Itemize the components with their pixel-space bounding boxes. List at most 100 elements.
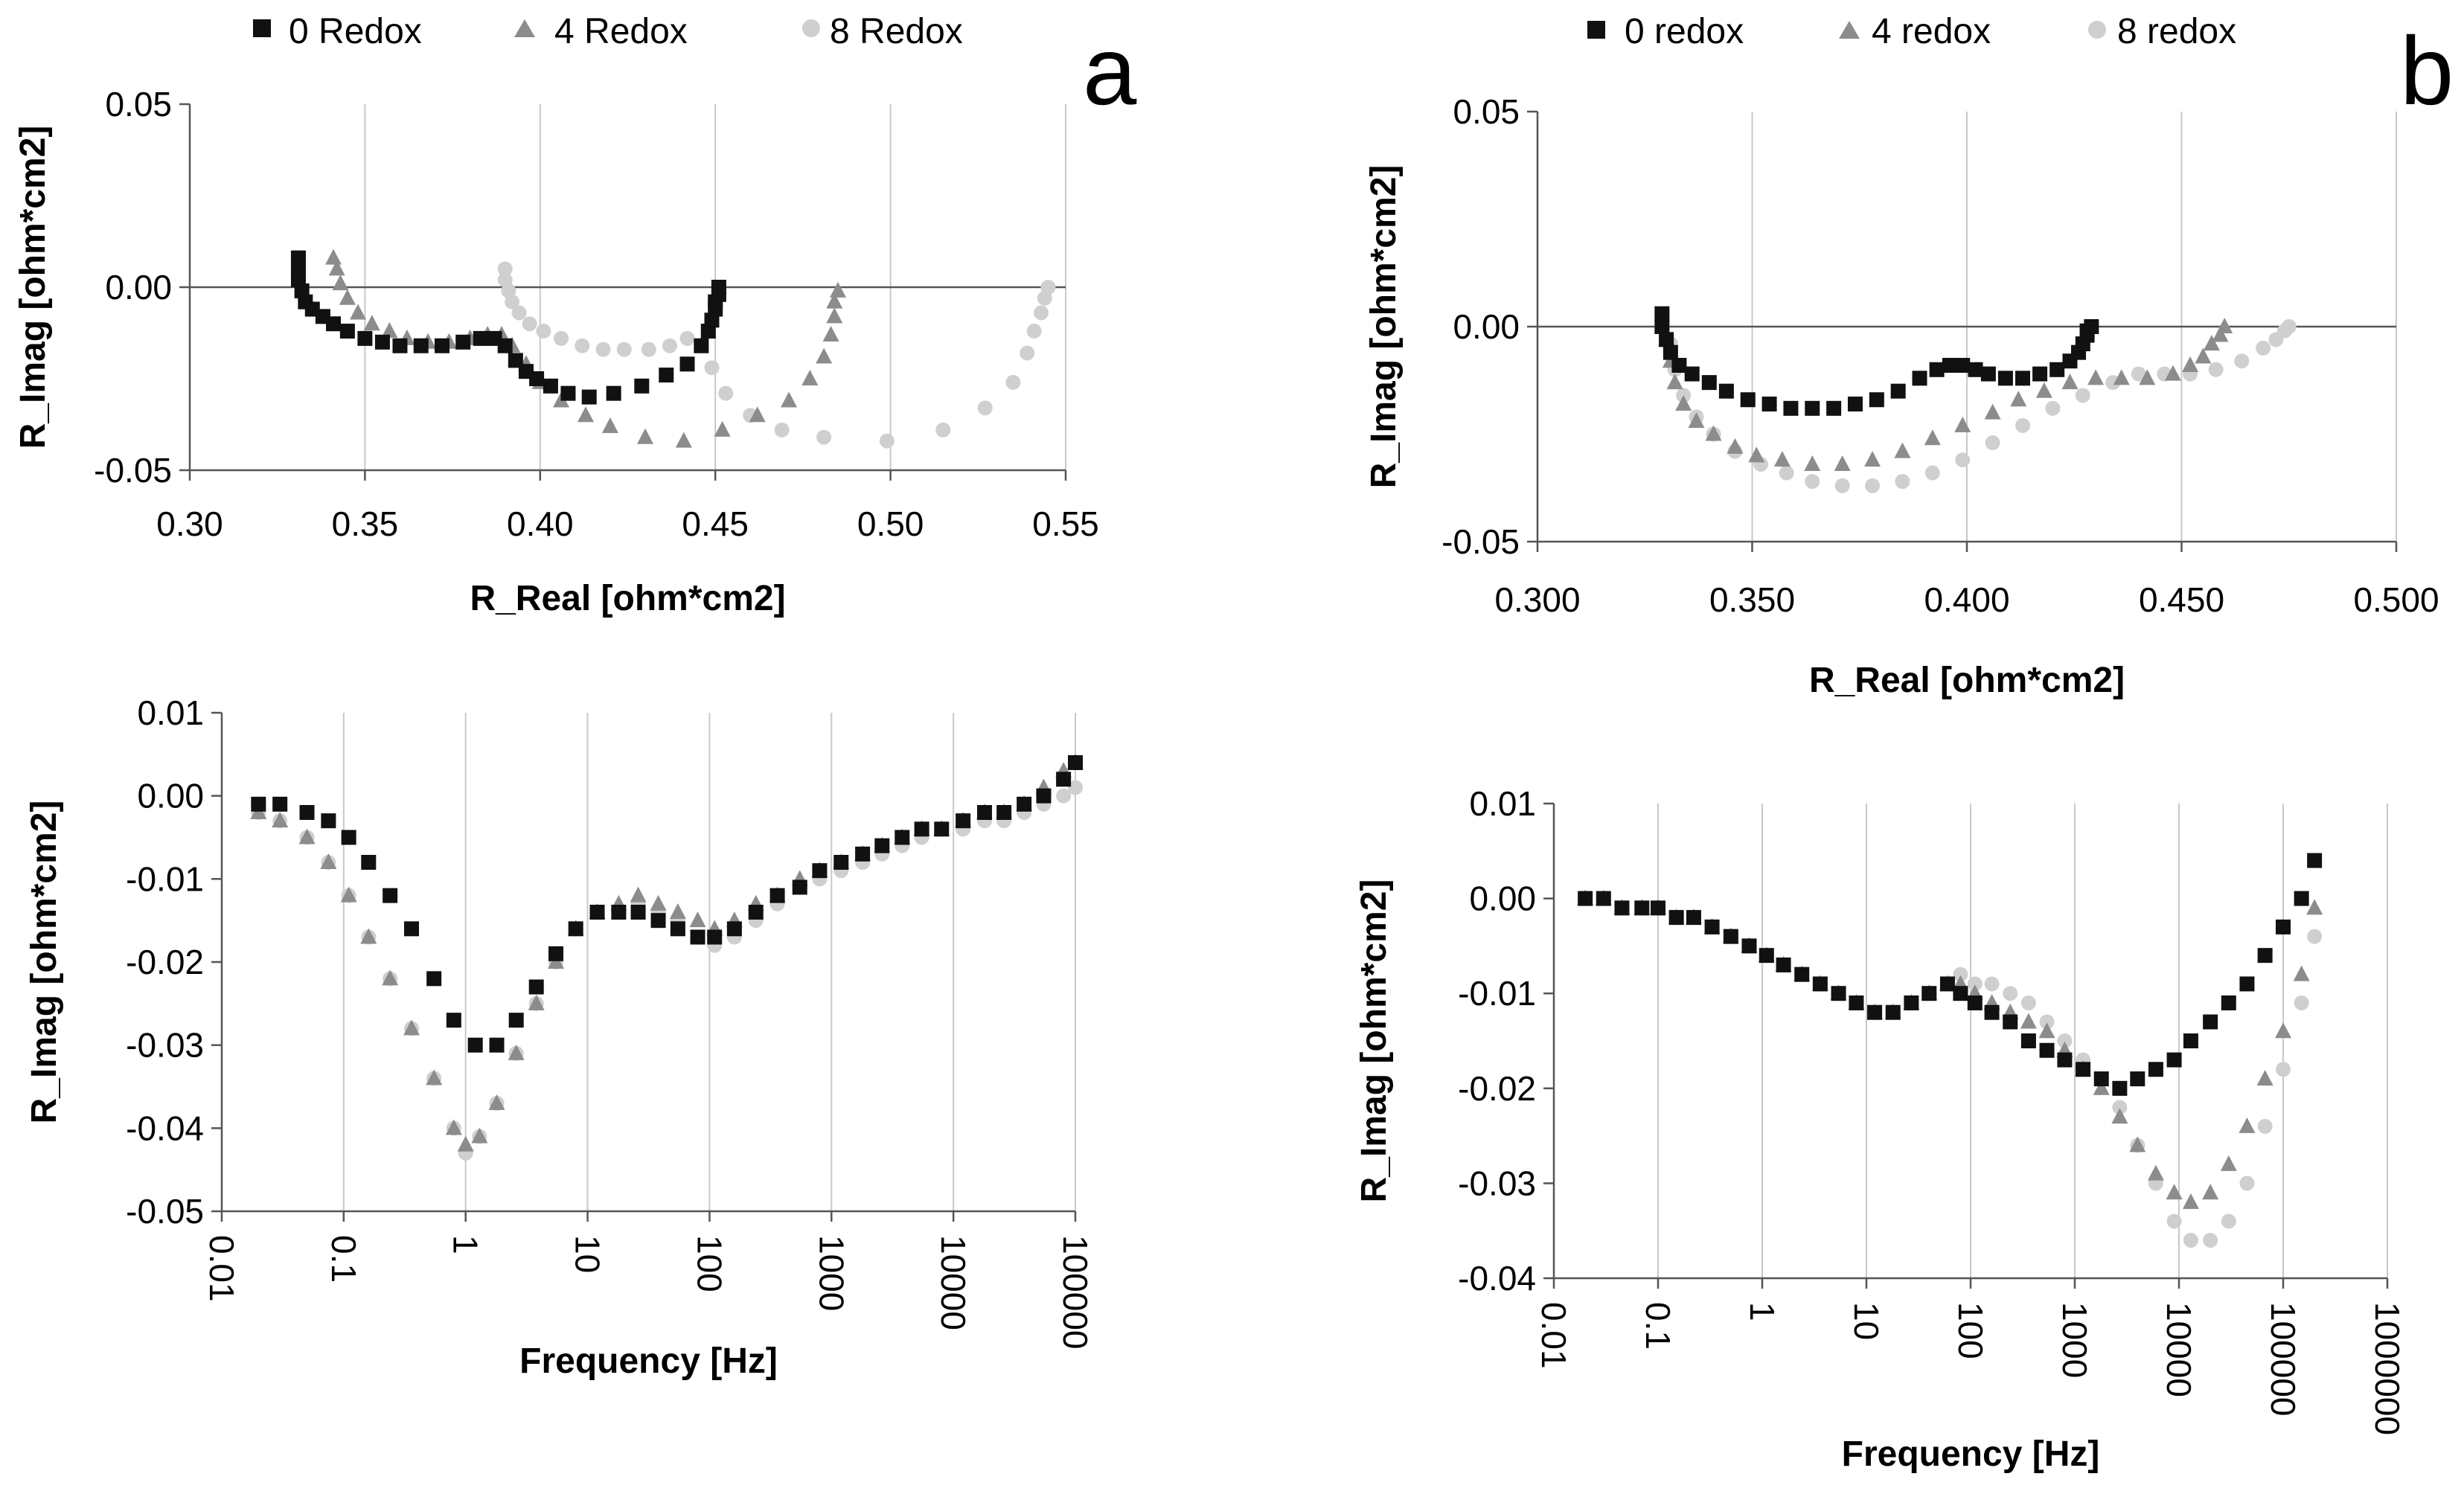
data-point-square [426, 971, 442, 987]
data-point-circle [505, 294, 520, 310]
data-point-triangle [325, 249, 342, 265]
data-point-circle [1865, 478, 1881, 493]
data-point-circle [1020, 345, 1035, 361]
data-point-circle [595, 342, 611, 357]
data-point-triangle [637, 428, 654, 444]
data-point-triangle [675, 432, 692, 448]
data-point-triangle [332, 275, 349, 291]
data-point-square [670, 921, 685, 937]
data-point-square [529, 371, 545, 386]
data-point-square [1849, 995, 1864, 1010]
data-point-triangle [2020, 1013, 2037, 1029]
data-point-triangle [1804, 455, 1821, 471]
data-point-square [497, 338, 513, 353]
data-point-triangle [577, 406, 595, 423]
y-tick-label: 0.00 [137, 777, 204, 815]
x-tick-label: 10000 [934, 1235, 973, 1330]
data-point-square [1984, 1004, 2000, 1020]
data-point-triangle [749, 406, 766, 423]
data-point-triangle [382, 969, 399, 986]
data-point-square [568, 921, 583, 937]
data-point-square [1847, 397, 1863, 412]
data-point-circle [2239, 1176, 2255, 1191]
data-point-triangle [2202, 1184, 2219, 1200]
data-point-square [2076, 1062, 2091, 1077]
panel-letter-b: b [2400, 16, 2454, 125]
series-0-redox [1654, 306, 2099, 416]
data-point-circle [662, 338, 677, 353]
data-point-square [1614, 900, 1630, 916]
data-point-circle [1779, 465, 1794, 481]
data-point-triangle [2293, 965, 2310, 981]
data-point-triangle [781, 391, 798, 408]
data-point-square [299, 805, 315, 820]
data-point-triangle [1984, 403, 2001, 420]
series-4-redox [1577, 889, 2323, 1209]
data-point-square [392, 338, 408, 353]
legend-a: 0 Redox 4 Redox 8 Redox [253, 12, 963, 51]
data-point-circle [2003, 986, 2018, 1001]
data-point-circle [2257, 1118, 2273, 1134]
data-point-square [326, 316, 342, 332]
data-point-triangle [528, 994, 545, 1010]
data-point-triangle [426, 1069, 443, 1086]
data-point-triangle [1773, 451, 1791, 467]
data-point-circle [2020, 995, 2036, 1010]
x-tick-label: 0.1 [324, 1235, 363, 1283]
data-point-triangle [2147, 1164, 2164, 1181]
legend-b-label-4: 4 redox [1872, 12, 1991, 51]
data-point-circle [2075, 388, 2090, 403]
data-point-square [321, 813, 336, 829]
data-point-circle [1040, 280, 1056, 295]
data-point-triangle [445, 1119, 462, 1135]
legend-b-label-8: 8 redox [2117, 12, 2236, 51]
data-point-square [1654, 319, 1670, 334]
data-point-circle [1056, 788, 1072, 804]
data-point-circle [497, 261, 513, 277]
data-point-square [855, 846, 871, 862]
data-point-square [956, 813, 971, 829]
data-point-circle [977, 400, 993, 416]
series-8-redox [1663, 319, 2297, 493]
data-point-square [1776, 957, 1791, 972]
x-tick-label: 0.350 [1709, 580, 1795, 619]
data-point-square [560, 385, 576, 401]
data-point-triangle [826, 307, 843, 324]
data-point-circle [2166, 1214, 2182, 1229]
data-point-triangle [2182, 356, 2199, 373]
data-point-square [1929, 362, 1945, 377]
x-axis-label: R_Real [ohm*cm2] [470, 579, 785, 618]
data-point-square [2183, 1033, 2198, 1048]
data-point-square [2257, 948, 2273, 964]
data-point-square [2032, 366, 2048, 382]
legend-b-marker-4 [1839, 21, 1860, 39]
x-tick-label: 1000 [2055, 1302, 2094, 1378]
data-point-square [1955, 358, 1971, 374]
data-point-square [659, 368, 674, 383]
data-point-square [2239, 976, 2255, 992]
legend-a-label-8: 8 Redox [830, 12, 963, 51]
data-point-square [1659, 332, 1674, 347]
data-point-square [2130, 1071, 2145, 1087]
data-point-square [1912, 371, 1927, 386]
data-point-square [473, 330, 488, 346]
data-point-square [996, 805, 1012, 820]
y-tick-label: 0.00 [1469, 879, 1536, 918]
data-point-square [1831, 986, 1846, 1001]
data-point-square [2221, 995, 2236, 1010]
data-point-circle [2281, 319, 2297, 334]
data-point-circle [2294, 995, 2309, 1010]
data-point-triangle [2182, 1193, 2199, 1209]
data-point-square [792, 879, 807, 895]
x-tick-label: 10000 [2160, 1302, 2198, 1397]
data-point-square [508, 1013, 524, 1028]
legend-b-marker-0 [1587, 21, 1605, 39]
data-point-square [2148, 1062, 2163, 1077]
y-tick-label: 0.05 [105, 85, 172, 124]
data-point-square [339, 324, 355, 339]
data-point-square [1684, 366, 1700, 382]
data-point-square [726, 921, 742, 937]
data-point-circle [1034, 305, 1049, 321]
data-point-triangle [2061, 374, 2079, 390]
data-point-triangle [1834, 455, 1851, 471]
